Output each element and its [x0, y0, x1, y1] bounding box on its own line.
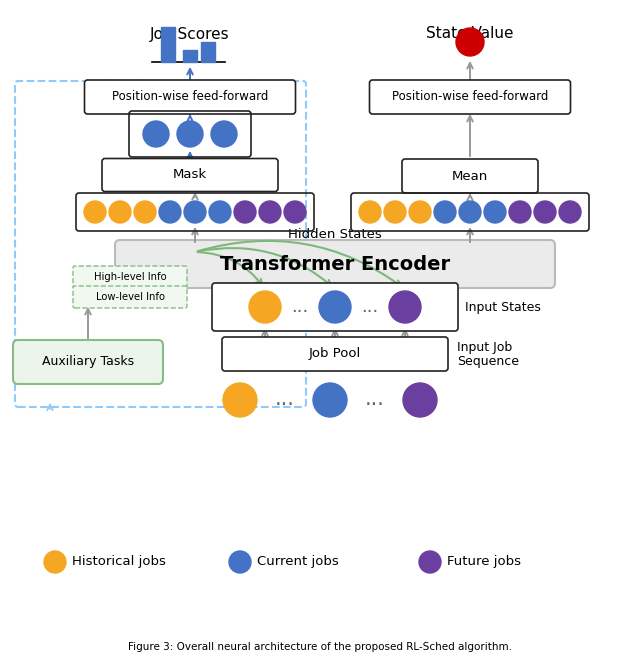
Circle shape — [419, 551, 441, 573]
FancyBboxPatch shape — [212, 283, 458, 331]
Text: Current jobs: Current jobs — [257, 556, 339, 569]
Text: Job Scores: Job Scores — [150, 26, 230, 42]
Text: High-level Info: High-level Info — [93, 272, 166, 282]
Text: Mean: Mean — [452, 169, 488, 183]
Circle shape — [249, 291, 281, 323]
Text: Future jobs: Future jobs — [447, 556, 521, 569]
Text: Hidden States: Hidden States — [288, 228, 382, 241]
FancyBboxPatch shape — [402, 159, 538, 193]
Text: Historical jobs: Historical jobs — [72, 556, 166, 569]
Text: Position-wise feed-forward: Position-wise feed-forward — [392, 91, 548, 103]
Circle shape — [211, 121, 237, 147]
Text: State Value: State Value — [426, 26, 514, 42]
Text: Mask: Mask — [173, 169, 207, 181]
Circle shape — [44, 551, 66, 573]
FancyBboxPatch shape — [73, 266, 187, 288]
Circle shape — [384, 201, 406, 223]
Circle shape — [84, 201, 106, 223]
Text: Input States: Input States — [465, 300, 541, 314]
Circle shape — [229, 551, 251, 573]
FancyBboxPatch shape — [13, 340, 163, 384]
Circle shape — [403, 383, 437, 417]
Circle shape — [319, 291, 351, 323]
Text: Job Pool: Job Pool — [309, 347, 361, 360]
Circle shape — [509, 201, 531, 223]
FancyBboxPatch shape — [102, 159, 278, 192]
Text: ...: ... — [362, 298, 379, 316]
Circle shape — [223, 383, 257, 417]
Text: Low-level Info: Low-level Info — [95, 292, 164, 302]
Circle shape — [389, 291, 421, 323]
Circle shape — [434, 201, 456, 223]
FancyBboxPatch shape — [115, 240, 555, 288]
Circle shape — [484, 201, 506, 223]
Circle shape — [313, 383, 347, 417]
Bar — [183, 50, 197, 62]
Circle shape — [143, 121, 169, 147]
Circle shape — [259, 201, 281, 223]
Text: Transformer Encoder: Transformer Encoder — [220, 255, 450, 274]
Circle shape — [109, 201, 131, 223]
Circle shape — [284, 201, 306, 223]
Text: ...: ... — [365, 389, 385, 409]
Circle shape — [209, 201, 231, 223]
Bar — [201, 42, 215, 62]
Text: Input Job: Input Job — [457, 341, 512, 353]
Text: ...: ... — [291, 298, 308, 316]
Circle shape — [234, 201, 256, 223]
Circle shape — [459, 201, 481, 223]
FancyBboxPatch shape — [222, 337, 448, 371]
Circle shape — [409, 201, 431, 223]
Text: Figure 3: Overall neural architecture of the proposed RL-Sched algorithm.: Figure 3: Overall neural architecture of… — [128, 642, 512, 652]
Text: Sequence: Sequence — [457, 355, 519, 368]
Circle shape — [534, 201, 556, 223]
FancyBboxPatch shape — [369, 80, 570, 114]
Text: ...: ... — [275, 389, 295, 409]
FancyBboxPatch shape — [73, 286, 187, 308]
Text: Auxiliary Tasks: Auxiliary Tasks — [42, 355, 134, 368]
Circle shape — [177, 121, 203, 147]
Bar — [161, 27, 175, 62]
Circle shape — [559, 201, 581, 223]
Circle shape — [134, 201, 156, 223]
Circle shape — [456, 28, 484, 56]
Circle shape — [359, 201, 381, 223]
Circle shape — [184, 201, 206, 223]
Text: Position-wise feed-forward: Position-wise feed-forward — [112, 91, 268, 103]
Circle shape — [159, 201, 181, 223]
FancyBboxPatch shape — [84, 80, 296, 114]
